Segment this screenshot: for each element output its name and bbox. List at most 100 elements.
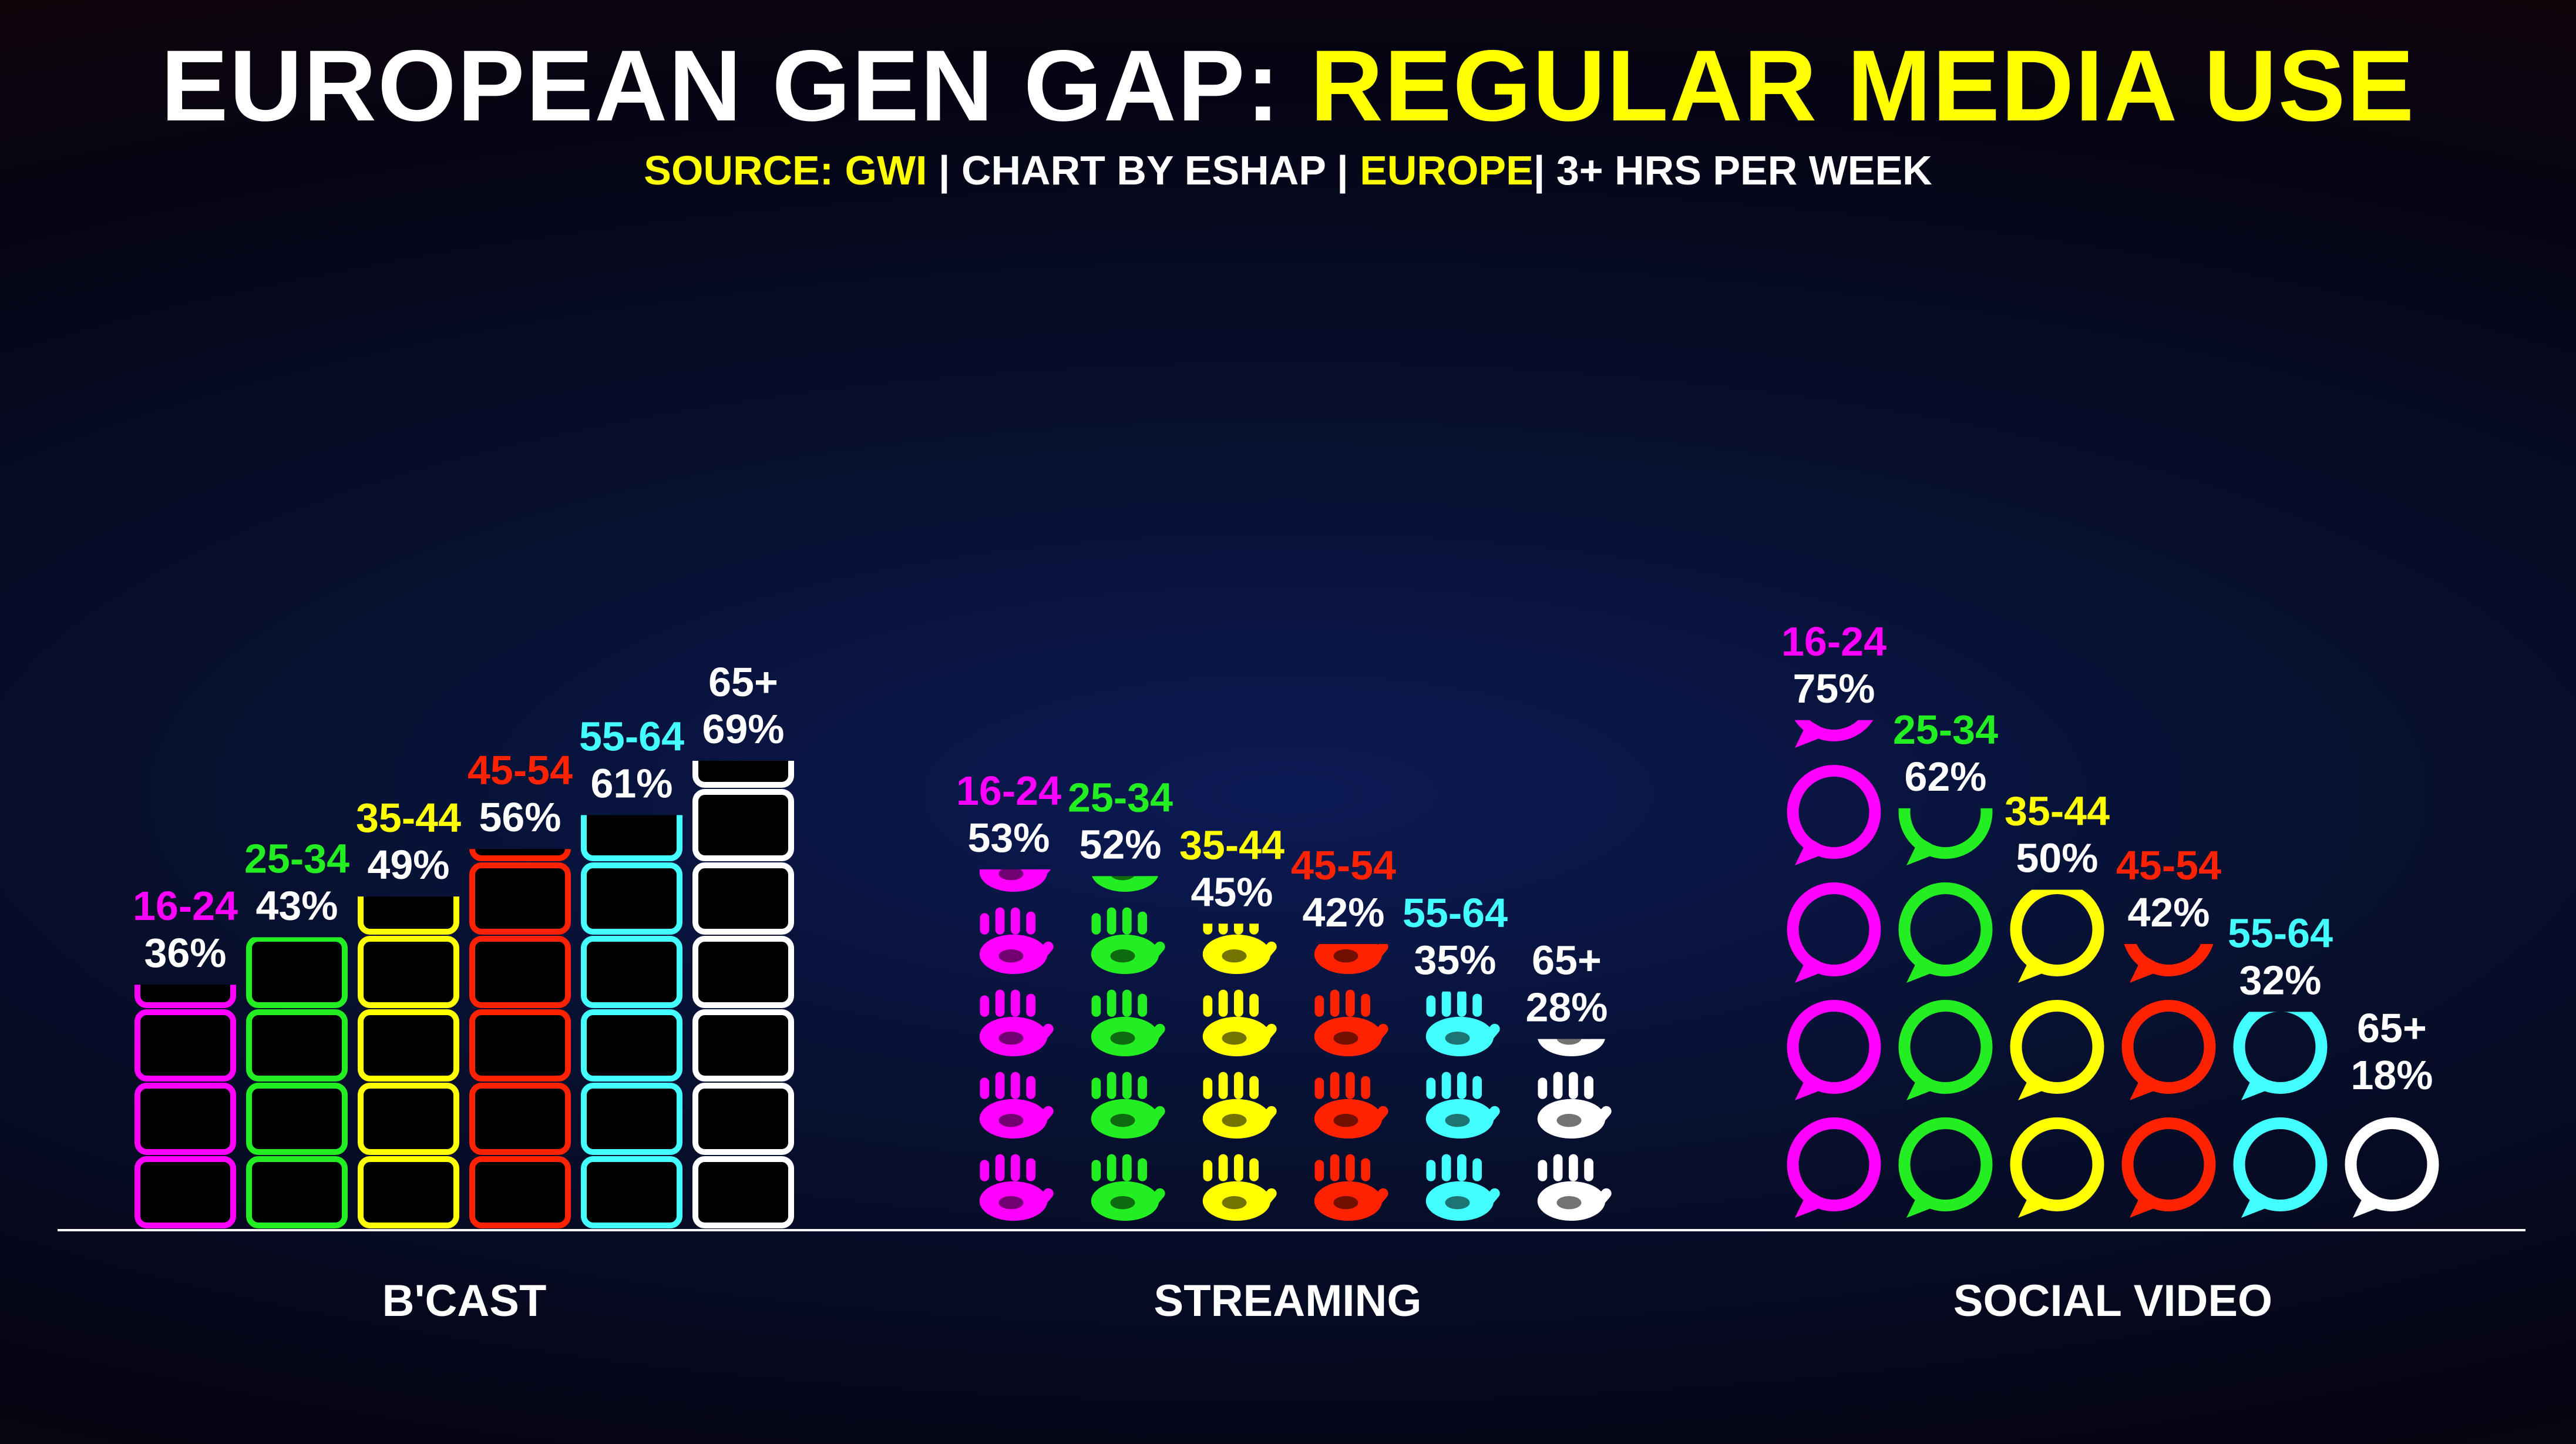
- speech-bubble-tail: [2018, 1190, 2055, 1218]
- bar-social-video-65: [2345, 888, 2439, 1218]
- hand-print-icon: [979, 907, 1054, 974]
- hand-print-icon: [1092, 876, 1165, 892]
- speech-bubble-tail: [1906, 837, 1943, 865]
- hand-print-icon: [1202, 924, 1277, 974]
- value-label-streaming-35-44: 45%: [1191, 869, 1273, 915]
- bar-social-video-55-64: [2233, 1012, 2328, 1218]
- age-label-social-video-25-34: 25-34: [1893, 707, 1998, 753]
- age-label-social-video-65: 65+: [2357, 1005, 2427, 1051]
- hand-print-icon: [1425, 1154, 1500, 1221]
- value-label-streaming-55-64: 35%: [1414, 937, 1496, 983]
- tv-screen-icon: [246, 1009, 348, 1082]
- value-label-social-video-45-54: 42%: [2127, 889, 2210, 935]
- speech-bubble-tail: [1795, 1072, 1832, 1100]
- value-label-b-cast-25-34: 43%: [255, 882, 338, 928]
- hand-print-icon: [1314, 989, 1388, 1056]
- speech-bubble-tail: [1795, 837, 1832, 865]
- value-label-b-cast-16-24: 36%: [144, 930, 226, 976]
- value-label-b-cast-35-44: 49%: [367, 842, 449, 888]
- speech-bubble-icon: [1793, 536, 1875, 618]
- speech-bubble-tail: [1906, 955, 1943, 983]
- category-label-streaming: STREAMING: [1154, 1276, 1422, 1326]
- value-label-social-video-65: 18%: [2350, 1052, 2433, 1098]
- speech-bubble-icon: [2233, 1012, 2328, 1094]
- bar-b-cast-65: [692, 761, 794, 1228]
- hand-print-icon: [1091, 1072, 1165, 1139]
- speech-bubble-tail: [2130, 1072, 2167, 1100]
- age-label-streaming-55-64: 55-64: [1403, 890, 1508, 936]
- speech-bubble-tail: [2018, 955, 2055, 983]
- speech-bubble-icon: [2010, 1000, 2104, 1094]
- age-label-social-video-45-54: 45-54: [2116, 842, 2221, 888]
- speech-bubble-icon: [2124, 943, 2214, 976]
- age-label-social-video-16-24: 16-24: [1781, 619, 1886, 664]
- value-label-streaming-45-54: 42%: [1302, 889, 1384, 935]
- bar-streaming-35-44: [1202, 924, 1277, 1221]
- age-label-streaming-16-24: 16-24: [956, 768, 1061, 814]
- tv-screen-icon: [469, 1009, 571, 1082]
- tv-screen-icon: [581, 1083, 682, 1155]
- hand-print-icon: [1091, 1154, 1165, 1221]
- tv-screen-icon: [134, 1083, 236, 1155]
- bar-b-cast-35-44: [358, 896, 459, 1228]
- speech-bubble-tail: [2018, 1072, 2055, 1100]
- speech-bubble-tail: [1906, 1072, 1943, 1100]
- speech-bubble-tail: [1795, 720, 1832, 748]
- hand-print-icon: [1202, 1072, 1277, 1139]
- bar-b-cast-55-64: [581, 815, 682, 1228]
- tv-screen-icon: [469, 1156, 571, 1228]
- hand-print-icon: [1314, 943, 1388, 974]
- tv-screen-icon: [692, 862, 794, 935]
- value-label-b-cast-65: 69%: [702, 706, 784, 752]
- hand-print-icon: [1425, 991, 1500, 1056]
- hand-print-icon: [1202, 1154, 1277, 1221]
- category-label-social-video: SOCIAL VIDEO: [1953, 1276, 2272, 1326]
- tv-screen-icon: [134, 985, 236, 1008]
- bar-b-cast-25-34: [246, 937, 348, 1228]
- bar-b-cast-16-24: [134, 985, 236, 1228]
- tv-screen-icon: [581, 1009, 682, 1082]
- speech-bubble-icon: [2010, 1117, 2104, 1211]
- tv-screen-icon: [692, 1009, 794, 1082]
- tv-screen-icon: [246, 1156, 348, 1228]
- value-label-social-video-16-24: 75%: [1793, 666, 1875, 711]
- age-label-social-video-35-44: 35-44: [2005, 788, 2110, 834]
- hand-print-icon: [979, 1154, 1054, 1221]
- hand-print-icon: [979, 1072, 1054, 1139]
- tv-screen-icon: [358, 936, 459, 1008]
- tv-screen-icon: [469, 849, 571, 861]
- speech-bubble-icon: [2351, 888, 2433, 970]
- title-part2: REGULAR MEDIA USE: [1310, 29, 2416, 142]
- hand-print-icon: [1538, 1039, 1612, 1056]
- value-label-b-cast-55-64: 61%: [590, 760, 672, 806]
- age-label-b-cast-35-44: 35-44: [356, 795, 461, 841]
- value-label-streaming-65: 28%: [1525, 985, 1608, 1030]
- speech-bubble-tail: [1795, 1190, 1832, 1218]
- speech-bubble-icon: [2128, 771, 2210, 853]
- speech-bubble-icon: [2233, 1117, 2328, 1211]
- speech-bubble-icon: [2010, 889, 2104, 976]
- hand-print-icon: [1425, 1072, 1500, 1139]
- subtitle-sep3: |: [1533, 147, 1556, 193]
- age-label-b-cast-55-64: 55-64: [579, 713, 684, 759]
- speech-bubble-icon: [2345, 1117, 2439, 1211]
- speech-bubble-tail: [1906, 1190, 1943, 1218]
- hand-print-icon: [1202, 989, 1277, 1056]
- speech-bubble-tail: [2130, 1190, 2167, 1218]
- bar-streaming-16-24: [979, 869, 1054, 1221]
- age-label-b-cast-25-34: 25-34: [244, 835, 349, 881]
- age-label-streaming-45-54: 45-54: [1291, 842, 1396, 888]
- tv-screen-icon: [692, 761, 794, 788]
- subtitle-sep1: |: [927, 147, 961, 193]
- chart-subtitle: SOURCE: GWI | CHART BY ESHAP | EUROPE| 3…: [0, 150, 2576, 191]
- tv-screen-icon: [581, 815, 682, 861]
- speech-bubble-icon: [2121, 1000, 2216, 1094]
- tv-screen-icon: [692, 936, 794, 1008]
- speech-bubble-tail: [2241, 1190, 2278, 1218]
- tv-screen-icon: [692, 1083, 794, 1155]
- tv-screen-icon: [134, 1009, 236, 1082]
- tv-screen-icon: [358, 1009, 459, 1082]
